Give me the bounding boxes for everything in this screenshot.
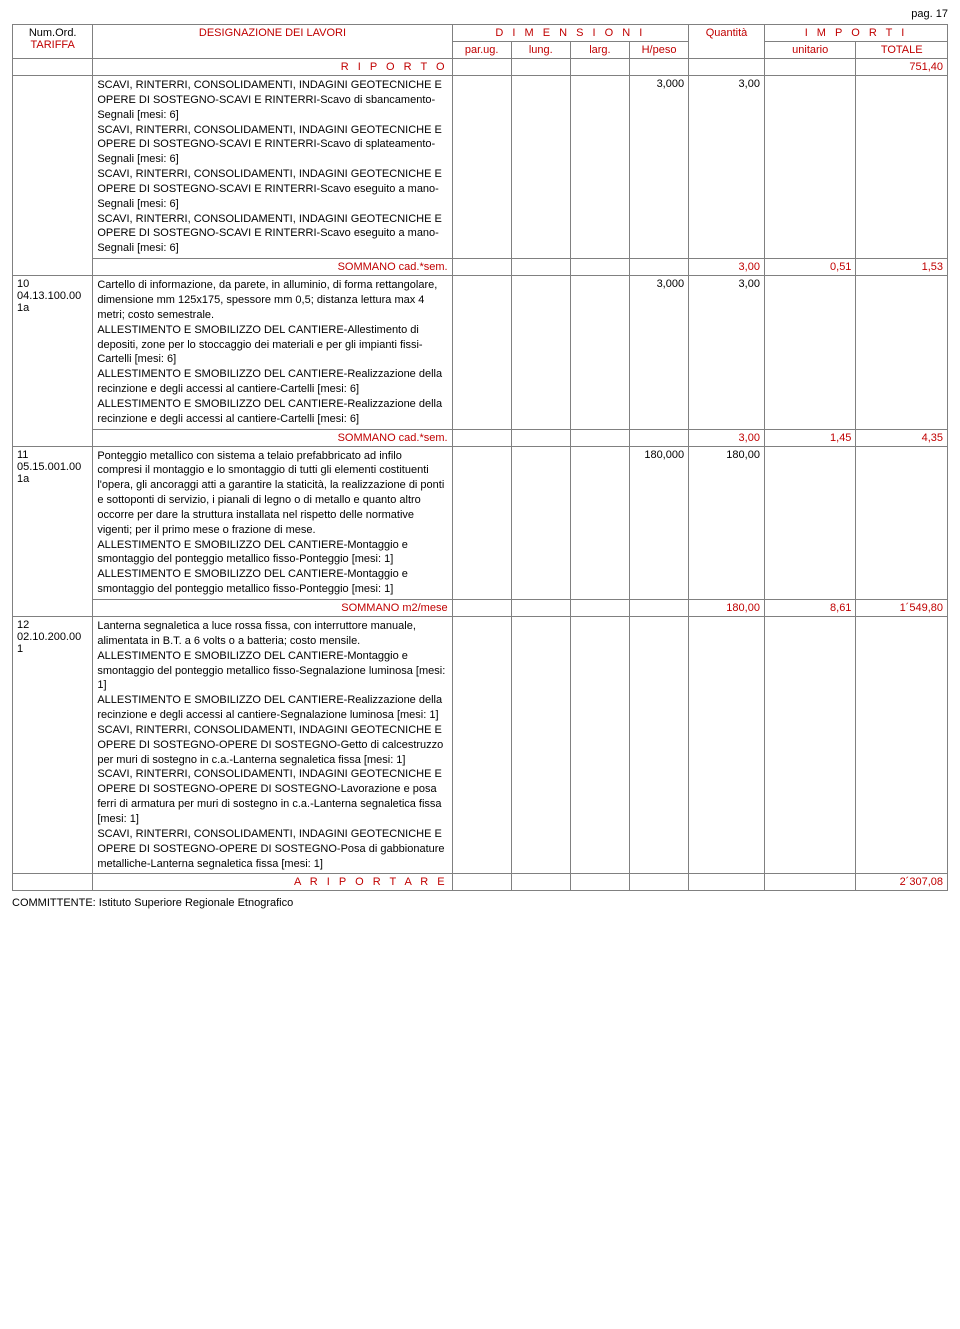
dim-empty (570, 617, 629, 874)
tariffa-cell (13, 76, 93, 276)
dim-empty (511, 259, 570, 276)
unitario-cell (764, 617, 855, 874)
empty (452, 874, 511, 891)
sommano-label: SOMMANO m2/mese (93, 600, 452, 617)
unitario-cell (764, 446, 855, 599)
riporto-row: R I P O R T O 751,40 (13, 59, 948, 76)
hpeso-cell: 3,000 (629, 76, 688, 259)
empty (511, 874, 570, 891)
hpeso-cell: 3,000 (629, 276, 688, 429)
dim-empty (570, 446, 629, 599)
hpeso-cell (629, 617, 688, 874)
hdr-unitario: unitario (764, 42, 855, 59)
dim-empty (629, 600, 688, 617)
sommano-label: SOMMANO cad.*sem. (93, 259, 452, 276)
dim-empty (570, 259, 629, 276)
item-row: SCAVI, RINTERRI, CONSOLIDAMENTI, INDAGIN… (13, 76, 948, 259)
dim-empty (511, 617, 570, 874)
sommano-totale: 1´549,80 (856, 600, 948, 617)
dim-empty (452, 259, 511, 276)
hpeso-cell: 180,000 (629, 446, 688, 599)
dim-empty (511, 429, 570, 446)
item-row: 10 04.13.100.00 1aCartello di informazio… (13, 276, 948, 429)
hdr-importi: I M P O R T I (764, 25, 947, 42)
page-number: pag. 17 (12, 8, 948, 20)
empty (570, 874, 629, 891)
sommano-row: SOMMANO cad.*sem. 3,001,454,35 (13, 429, 948, 446)
ariportare-totale: 2´307,08 (856, 874, 948, 891)
hdr-totale: TOTALE (856, 42, 948, 59)
hdr-tariffa-l1: Num.Ord. (29, 27, 77, 39)
tariffa-cell: 10 04.13.100.00 1a (13, 276, 93, 446)
table-header: Num.Ord. TARIFFA DESIGNAZIONE DEI LAVORI… (13, 25, 948, 59)
ariportare-row: A R I P O R T A R E 2´307,08 (13, 874, 948, 891)
dim-empty (452, 76, 511, 259)
item-row: 12 02.10.200.00 1Lanterna segnaletica a … (13, 617, 948, 874)
unitario-cell (764, 76, 855, 259)
sommano-qta: 3,00 (689, 429, 765, 446)
quantita-cell (689, 617, 765, 874)
dim-empty (629, 259, 688, 276)
dim-empty (511, 276, 570, 429)
empty (764, 874, 855, 891)
dim-empty (570, 429, 629, 446)
hdr-dimensioni: D I M E N S I O N I (452, 25, 689, 42)
description-cell: Lanterna segnaletica a luce rossa fissa,… (93, 617, 452, 874)
dim-empty (452, 429, 511, 446)
riporto-label: R I P O R T O (93, 59, 452, 76)
sommano-label: SOMMANO cad.*sem. (93, 429, 452, 446)
sommano-qta: 180,00 (689, 600, 765, 617)
hdr-larg: larg. (570, 42, 629, 59)
dim-empty (570, 76, 629, 259)
dim-empty (570, 276, 629, 429)
riporto-totale: 751,40 (856, 59, 948, 76)
dim-empty (511, 600, 570, 617)
totale-cell (856, 76, 948, 259)
description-cell: Cartello di informazione, da parete, in … (93, 276, 452, 429)
unitario-cell (764, 276, 855, 429)
hdr-quantita: Quantità (689, 25, 765, 59)
sommano-row: SOMMANO m2/mese 180,008,611´549,80 (13, 600, 948, 617)
tariffa-cell: 12 02.10.200.00 1 (13, 617, 93, 874)
quantita-cell: 180,00 (689, 446, 765, 599)
sommano-unitario: 8,61 (764, 600, 855, 617)
quantita-cell: 3,00 (689, 76, 765, 259)
ariportare-label: A R I P O R T A R E (93, 874, 452, 891)
main-table: Num.Ord. TARIFFA DESIGNAZIONE DEI LAVORI… (12, 24, 948, 891)
sommano-totale: 4,35 (856, 429, 948, 446)
hdr-designazione: DESIGNAZIONE DEI LAVORI (93, 25, 452, 59)
sommano-totale: 1,53 (856, 259, 948, 276)
dim-empty (511, 76, 570, 259)
committente: COMMITTENTE: Istituto Superiore Regional… (12, 897, 948, 909)
empty (13, 874, 93, 891)
sommano-unitario: 1,45 (764, 429, 855, 446)
description-cell: Ponteggio metallico con sistema a telaio… (93, 446, 452, 599)
sommano-row: SOMMANO cad.*sem. 3,000,511,53 (13, 259, 948, 276)
item-row: 11 05.15.001.00 1aPonteggio metallico co… (13, 446, 948, 599)
sommano-qta: 3,00 (689, 259, 765, 276)
hdr-tariffa-l2: TARIFFA (30, 39, 74, 51)
quantita-cell: 3,00 (689, 276, 765, 429)
dim-empty (452, 600, 511, 617)
dim-empty (452, 617, 511, 874)
totale-cell (856, 617, 948, 874)
hdr-tariffa: Num.Ord. TARIFFA (13, 25, 93, 59)
totale-cell (856, 446, 948, 599)
hdr-hpeso: H/peso (629, 42, 688, 59)
totale-cell (856, 276, 948, 429)
empty (689, 874, 765, 891)
tariffa-cell: 11 05.15.001.00 1a (13, 446, 93, 616)
dim-empty (511, 446, 570, 599)
hdr-parug: par.ug. (452, 42, 511, 59)
dim-empty (629, 429, 688, 446)
sommano-unitario: 0,51 (764, 259, 855, 276)
table-body: R I P O R T O 751,40 SCAVI, RINTERRI, CO… (13, 59, 948, 891)
empty (629, 874, 688, 891)
description-cell: SCAVI, RINTERRI, CONSOLIDAMENTI, INDAGIN… (93, 76, 452, 259)
dim-empty (570, 600, 629, 617)
dim-empty (452, 446, 511, 599)
dim-empty (452, 276, 511, 429)
hdr-lung: lung. (511, 42, 570, 59)
